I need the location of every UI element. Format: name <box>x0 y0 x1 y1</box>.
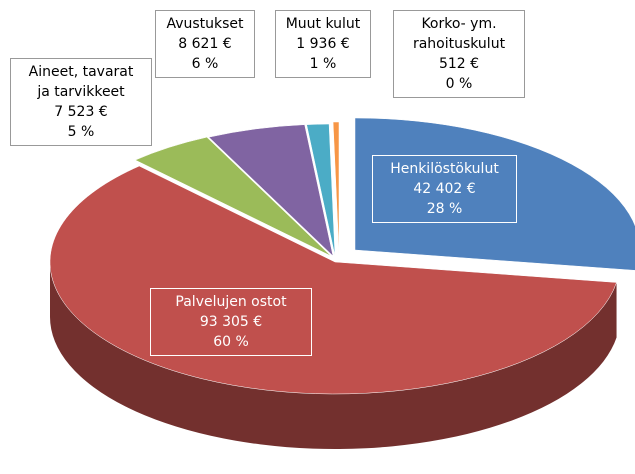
value-label: 42 402 € <box>413 181 476 197</box>
slice <box>306 123 336 257</box>
slice-label: Korko- ym. rahoituskulut 512 € 0 % <box>393 10 525 98</box>
slice <box>49 165 617 395</box>
value-label: 7 523 € <box>54 104 108 120</box>
value-label: 0 % <box>445 76 473 92</box>
slice <box>134 136 332 257</box>
value-label: 5 % <box>67 124 95 140</box>
value-label: 512 € <box>438 56 480 72</box>
value-label: 93 305 € <box>199 314 263 330</box>
slice <box>332 121 340 255</box>
category-label: Avustukset <box>166 16 244 32</box>
slice <box>208 124 334 257</box>
value-label: 1 % <box>309 56 337 72</box>
slice <box>354 117 635 271</box>
value-label: 60 % <box>213 334 249 350</box>
category-label: Palvelujen ostot <box>175 294 287 310</box>
value-label: 8 621 € <box>178 36 232 52</box>
value-label: 28 % <box>426 201 463 217</box>
slice-label: Palvelujen ostot 93 305 € 60 % <box>150 288 312 356</box>
value-label: 6 % <box>191 56 219 72</box>
category-label: Korko- ym. rahoituskulut <box>412 16 506 52</box>
slice-label: Avustukset 8 621 € 6 % <box>155 10 255 78</box>
slice-side <box>50 262 617 450</box>
slice-label: Aineet, tavarat ja tarvikkeet 7 523 € 5 % <box>10 58 152 146</box>
category-label: Henkilöstökulut <box>390 161 499 177</box>
slice-label: Muut kulut 1 936 € 1 % <box>275 10 371 78</box>
value-label: 1 936 € <box>296 36 350 52</box>
category-label: Aineet, tavarat ja tarvikkeet <box>28 64 134 100</box>
slice-label: Henkilöstökulut 42 402 € 28 % <box>372 155 517 223</box>
category-label: Muut kulut <box>285 16 361 32</box>
